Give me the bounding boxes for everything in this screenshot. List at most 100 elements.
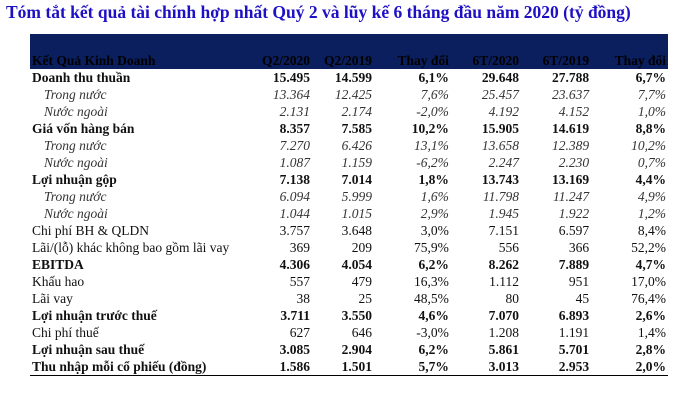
cell-value: 4.306 [279,257,310,272]
row-label: Trong nước [44,138,107,153]
cell-value: 6.426 [341,138,372,153]
cell-value: 7.070 [488,308,519,323]
cell-value: 1.015 [341,206,372,221]
table-row: Giá vốn hàng bán 8.357 7.585 10,2% 15.905 14.… [30,120,668,137]
cell-value: 27.788 [551,70,590,85]
table-row: Chi phí BH & QLDN 3.757 3.648 3,0% 7.151 6.59… [30,222,668,239]
cell-value: 7,6% [420,87,449,102]
report-title: Tóm tắt kết quả tài chính hợp nhất Quý 2… [6,2,631,22]
row-label: Chi phí BH & QLDN [32,223,150,238]
header-q2-2020: Q2/2020 [248,34,312,69]
cell-value: 29.648 [481,70,519,85]
cell-value: 7,7% [637,87,666,102]
cell-value: 1,4% [637,325,666,340]
header-change-q: Thay đổi [374,34,451,69]
cell-value: 8,4% [637,223,666,238]
row-label: Doanh thu thuần [32,70,131,85]
cell-value: 209 [351,240,372,255]
cell-value: 6,7% [635,70,666,85]
cell-value: 6.597 [558,223,590,238]
cell-value: 6.893 [558,308,590,323]
cell-value: 5.701 [558,342,590,357]
cell-value: 1.501 [312,358,374,376]
row-label: Giá vốn hàng bán [32,121,135,136]
cell-value: 4,9% [637,189,666,204]
cell-value: 7.270 [279,138,310,153]
cell-value: 11.247 [552,189,590,204]
table-row: Trong nước 13.364 12.425 7,6% 25.457 23.637 7,… [30,86,668,103]
cell-value: 8.262 [488,257,519,272]
cell-value: 6,1% [418,70,449,85]
table-row: EBITDA 4.306 4.054 6,2% 8.262 7.889 4,7% [30,256,668,273]
cell-value: 1.112 [489,274,519,289]
cell-value: 951 [568,274,590,289]
cell-value: 5,7% [374,358,451,376]
table-row: Nước ngoài 1.044 1.015 2,9% 1.945 1.922 1,2% [30,205,668,222]
cell-value: 5.861 [488,342,519,357]
cell-value: 7.585 [341,121,372,136]
row-label: Nước ngoài [44,104,108,119]
cell-value: 23.637 [551,87,590,102]
cell-value: 4.054 [341,257,372,272]
table-row: Lợi nhuận gộp 7.138 7.014 1,8% 13.743 13.169 4… [30,171,668,188]
cell-value: 14.619 [551,121,590,136]
table-row: Lãi vay 38 25 48,5% 80 45 76,4% [30,290,668,307]
row-label: EBITDA [32,257,84,272]
table-row: Trong nước 6.094 5.999 1,6% 11.798 11.247 4,9% [30,188,668,205]
cell-value: 76,4% [631,291,666,306]
cell-value: 25 [358,291,373,306]
cell-value: 1.044 [279,206,310,221]
cell-value: 38 [296,291,311,306]
cell-value: 10,2% [631,138,666,153]
cell-value: 1.586 [248,358,312,376]
cell-value: 8.357 [279,121,310,136]
cell-value: 11.798 [482,189,519,204]
header-6t-2019: 6T/2019 [520,34,592,69]
cell-value: 3,0% [420,223,449,238]
cell-value: 4.152 [558,104,590,119]
cell-value: 2.174 [341,104,372,119]
cell-value: 557 [289,274,310,289]
table-row: Nước ngoài 2.131 2.174 -2,0% 4.192 4.152 1,0% [30,103,668,120]
table-row: Doanh thu thuần 15.495 14.599 6,1% 29.648 27.… [30,69,668,86]
table-row: Lợi nhuận sau thuế 3.085 2.904 6,2% 5.861 5.7… [30,341,668,358]
cell-value: 52,2% [631,240,666,255]
row-label: Lợi nhuận trước thuế [32,308,157,323]
cell-value: 80 [505,291,519,306]
row-label: Thu nhập mỗi cổ phiếu (đồng) [30,358,248,376]
table-row: Lợi nhuận trước thuế 3.711 3.550 4,6% 7.070 6… [30,307,668,324]
cell-value: 7.138 [279,172,310,187]
cell-value: 556 [498,240,519,255]
cell-value: 1,2% [637,206,666,221]
cell-value: 4,4% [635,172,666,187]
cell-value: 14.599 [334,70,372,85]
cell-value: 7.014 [341,172,372,187]
cell-value: 1.945 [488,206,519,221]
cell-value: 15.905 [481,121,519,136]
cell-value: 16,3% [414,274,449,289]
cell-value: 2,9% [420,206,449,221]
row-label: Khấu hao [32,274,85,289]
cell-value: 13,1% [414,138,449,153]
table-header-row: Kết Quả Kinh Doanh Q2/2020 Q2/2019 Thay đổi… [30,34,668,69]
cell-value: 1.208 [488,325,519,340]
cell-value: -2,0% [416,104,449,119]
cell-value: 48,5% [414,291,449,306]
cell-value: 1.922 [558,206,590,221]
cell-value: 12.389 [551,138,590,153]
cell-value: -3,0% [416,325,449,340]
cell-value: 75,9% [414,240,449,255]
cell-value: 2,6% [635,308,666,323]
row-label: Chi phí thuế [32,325,99,340]
cell-value: 4,6% [418,308,449,323]
row-label: Trong nước [44,87,107,102]
row-label: Nước ngoài [44,155,108,170]
cell-value: 479 [351,274,372,289]
cell-value: 1,6% [420,189,449,204]
cell-value: 627 [289,325,310,340]
cell-value: 366 [568,240,590,255]
cell-value: 15.495 [272,70,310,85]
cell-value: 2,8% [635,342,666,357]
cell-value: 3.757 [279,223,310,238]
cell-value: 2,0% [591,358,668,376]
